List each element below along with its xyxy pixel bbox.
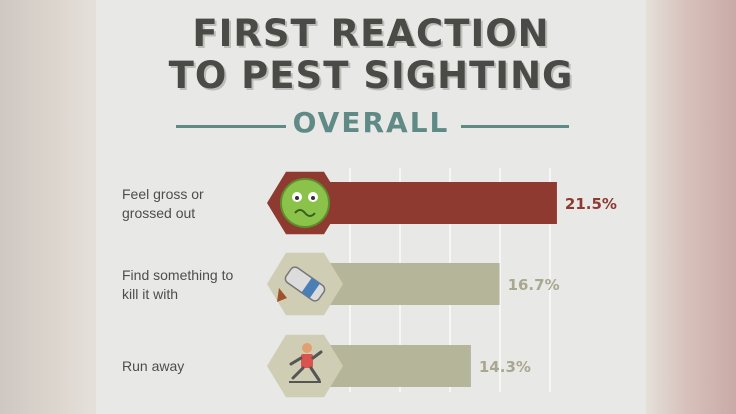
spray-can-icon bbox=[277, 266, 326, 302]
category-label: Find something to bbox=[122, 267, 233, 283]
title-line-1: FIRST REACTION bbox=[192, 12, 550, 55]
subtitle-rule-right bbox=[461, 125, 569, 128]
grossed-out-face-icon bbox=[280, 178, 330, 228]
subtitle: OVERALL bbox=[292, 106, 450, 139]
category-label: kill it with bbox=[122, 286, 178, 302]
bar bbox=[330, 345, 471, 387]
bar bbox=[330, 263, 500, 305]
category-label: Feel gross or bbox=[122, 186, 204, 202]
subtitle-rule-left bbox=[176, 125, 286, 128]
category-label: grossed out bbox=[122, 205, 195, 221]
title-line-2: TO PEST SIGHTING bbox=[168, 54, 574, 97]
category-label: Run away bbox=[122, 358, 184, 374]
value-label: 14.3% bbox=[479, 358, 531, 376]
value-label: 16.7% bbox=[508, 276, 560, 294]
value-label: 21.5% bbox=[565, 195, 617, 213]
running-person-icon bbox=[289, 343, 323, 383]
bar bbox=[330, 182, 557, 224]
